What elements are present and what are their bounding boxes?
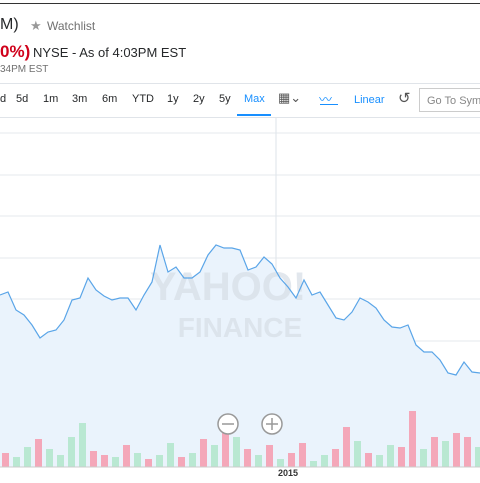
volume-bar [46, 449, 53, 467]
volume-bar [398, 447, 405, 467]
volume-bar [24, 447, 31, 467]
calendar-icon[interactable]: ▦⌄ [278, 90, 302, 105]
volume-bar [145, 459, 152, 467]
volume-bar [90, 451, 97, 467]
volume-bar [189, 453, 196, 467]
range-button[interactable]: 1y [167, 93, 179, 105]
volume-bar [35, 439, 42, 467]
range-button[interactable]: YTD [132, 93, 154, 105]
volume-bar [167, 443, 174, 467]
range-button[interactable]: 3m [72, 93, 88, 105]
volume-bar [2, 453, 9, 467]
volume-bar [431, 437, 438, 467]
volume-bar [409, 411, 416, 467]
volume-bar [354, 441, 361, 467]
volume-bar [68, 437, 75, 467]
watermark: FINANCE [178, 312, 302, 343]
range-button[interactable]: d [0, 93, 7, 105]
volume-bar [442, 441, 449, 467]
exchange: NYSE - As of 4:03PM EST [33, 45, 187, 60]
ticker: M) [0, 16, 19, 33]
volume-bar [156, 455, 163, 467]
volume-bar [288, 453, 295, 467]
volume-bar [13, 457, 20, 467]
volume-bar [387, 445, 394, 467]
active-underline [237, 114, 271, 116]
volume-bar [365, 453, 372, 467]
volume-bar [464, 437, 471, 467]
volume-bar [475, 447, 480, 467]
volume-bar [233, 437, 240, 467]
reset-icon[interactable]: ↺ [398, 90, 411, 107]
watchlist[interactable]: Watchlist [47, 19, 96, 33]
volume-bar [200, 439, 207, 467]
range-button[interactable]: 5d [16, 93, 29, 105]
volume-bar [101, 455, 108, 467]
volume-bar [420, 449, 427, 467]
zoom-icon [266, 418, 278, 430]
chart-type-underline [320, 104, 338, 105]
volume-bar [332, 449, 339, 467]
watermark: YAHOO! [150, 265, 306, 309]
volume-bar [112, 457, 119, 467]
volume-bar [277, 459, 284, 467]
time: 34PM EST [0, 64, 49, 75]
chart-type-icon[interactable]: 〰 [319, 92, 333, 107]
volume-bar [376, 455, 383, 467]
search-input[interactable]: Go To Symb [419, 88, 480, 112]
volume-bar [79, 423, 86, 467]
volume-bar [123, 445, 130, 467]
volume-bar [178, 457, 185, 467]
star-icon[interactable]: ★ [30, 18, 42, 33]
volume-bar [222, 427, 229, 467]
volume-bar [211, 445, 218, 467]
volume-bar [299, 443, 306, 467]
range-button[interactable]: 1m [43, 93, 59, 105]
volume-bar [310, 461, 317, 467]
separator [0, 83, 480, 84]
volume-bar [134, 453, 141, 467]
volume-bar [244, 449, 251, 467]
x-label: 2015 [278, 468, 298, 478]
top-border [0, 3, 480, 4]
change: 0%) [0, 42, 31, 61]
range-button[interactable]: 2y [193, 93, 205, 105]
volume-bar [343, 427, 350, 467]
range-button[interactable]: 6m [102, 93, 118, 105]
volume-bar [255, 455, 262, 467]
volume-bar [453, 433, 460, 467]
volume-bar [57, 455, 64, 467]
volume-bar [266, 445, 273, 467]
range-button[interactable]: Max [244, 93, 265, 105]
scale[interactable]: Linear [354, 94, 385, 106]
volume-bar [321, 455, 328, 467]
price-area [0, 245, 480, 467]
price-line [0, 244, 480, 376]
range-button[interactable]: 5y [219, 93, 231, 105]
separator [0, 117, 480, 118]
